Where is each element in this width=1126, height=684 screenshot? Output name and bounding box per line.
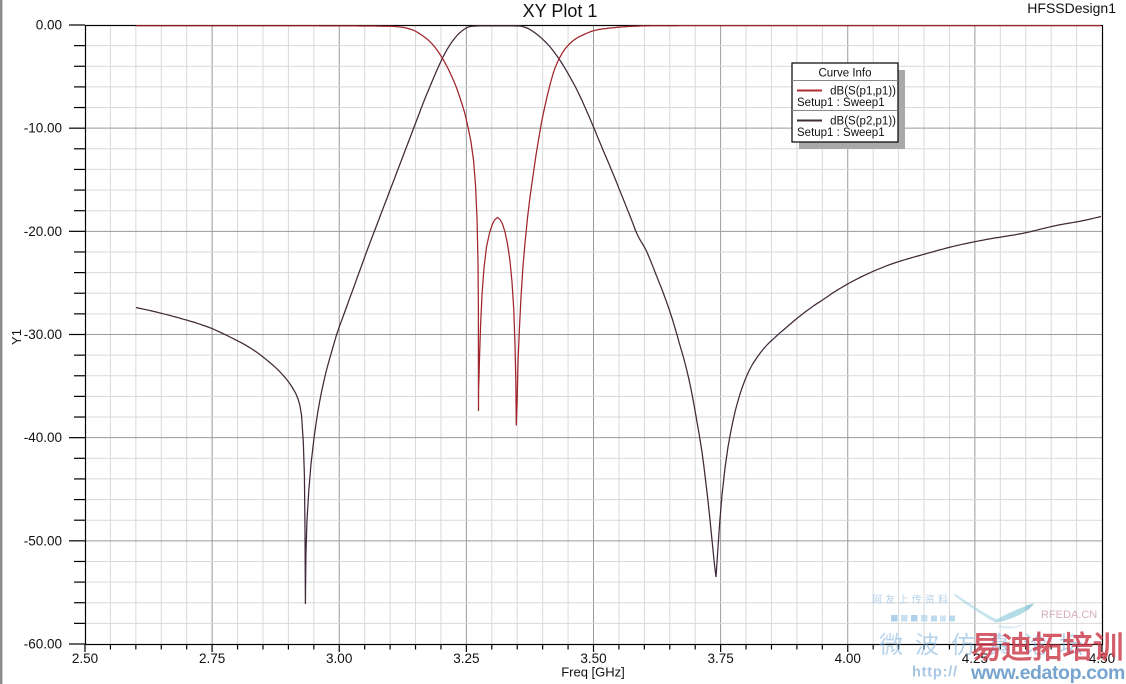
svg-text:-30.00: -30.00 <box>24 327 62 342</box>
svg-text:dB(S(p1,p1)): dB(S(p1,p1)) <box>830 86 896 98</box>
svg-text:微波仿真论坛: 微波仿真论坛 <box>879 632 1095 659</box>
svg-text:-20.00: -20.00 <box>24 224 62 239</box>
svg-text:Setup1 : Sweep1: Setup1 : Sweep1 <box>797 127 885 139</box>
svg-text:-40.00: -40.00 <box>24 430 62 445</box>
svg-text:-60.00: -60.00 <box>24 637 62 652</box>
svg-text:4.25: 4.25 <box>962 651 988 666</box>
svg-text:Setup1 : Sweep1: Setup1 : Sweep1 <box>797 97 885 109</box>
svg-text:网友上传资料: 网友上传资料 <box>872 593 951 606</box>
svg-text:-50.00: -50.00 <box>24 533 62 548</box>
svg-text:3.25: 3.25 <box>453 651 479 666</box>
svg-text:HFSSDesign1: HFSSDesign1 <box>1027 0 1116 16</box>
svg-text:Curve Info: Curve Info <box>818 68 871 80</box>
svg-text:0.00: 0.00 <box>36 18 62 33</box>
svg-text:XY Plot 1: XY Plot 1 <box>523 1 598 21</box>
svg-text:Y1: Y1 <box>9 329 24 345</box>
svg-text:易迪拓培训: 易迪拓培训 <box>971 631 1124 665</box>
svg-text:-10.00: -10.00 <box>24 121 62 136</box>
svg-text:3.75: 3.75 <box>707 651 733 666</box>
svg-text:dB(S(p2,p1)): dB(S(p2,p1)) <box>830 116 896 128</box>
svg-text:3.00: 3.00 <box>326 651 352 666</box>
svg-text:http://: http:// <box>912 665 958 681</box>
svg-text:4.50: 4.50 <box>1089 651 1115 666</box>
svg-text:3.50: 3.50 <box>580 651 606 666</box>
svg-text:2.75: 2.75 <box>199 651 225 666</box>
svg-text:2.50: 2.50 <box>72 651 98 666</box>
svg-text:www.edatop.com: www.edatop.com <box>970 662 1125 684</box>
svg-text:4.00: 4.00 <box>835 651 861 666</box>
svg-text:Freq [GHz]: Freq [GHz] <box>561 665 625 680</box>
svg-text:RFEDA.CN: RFEDA.CN <box>1041 609 1097 621</box>
